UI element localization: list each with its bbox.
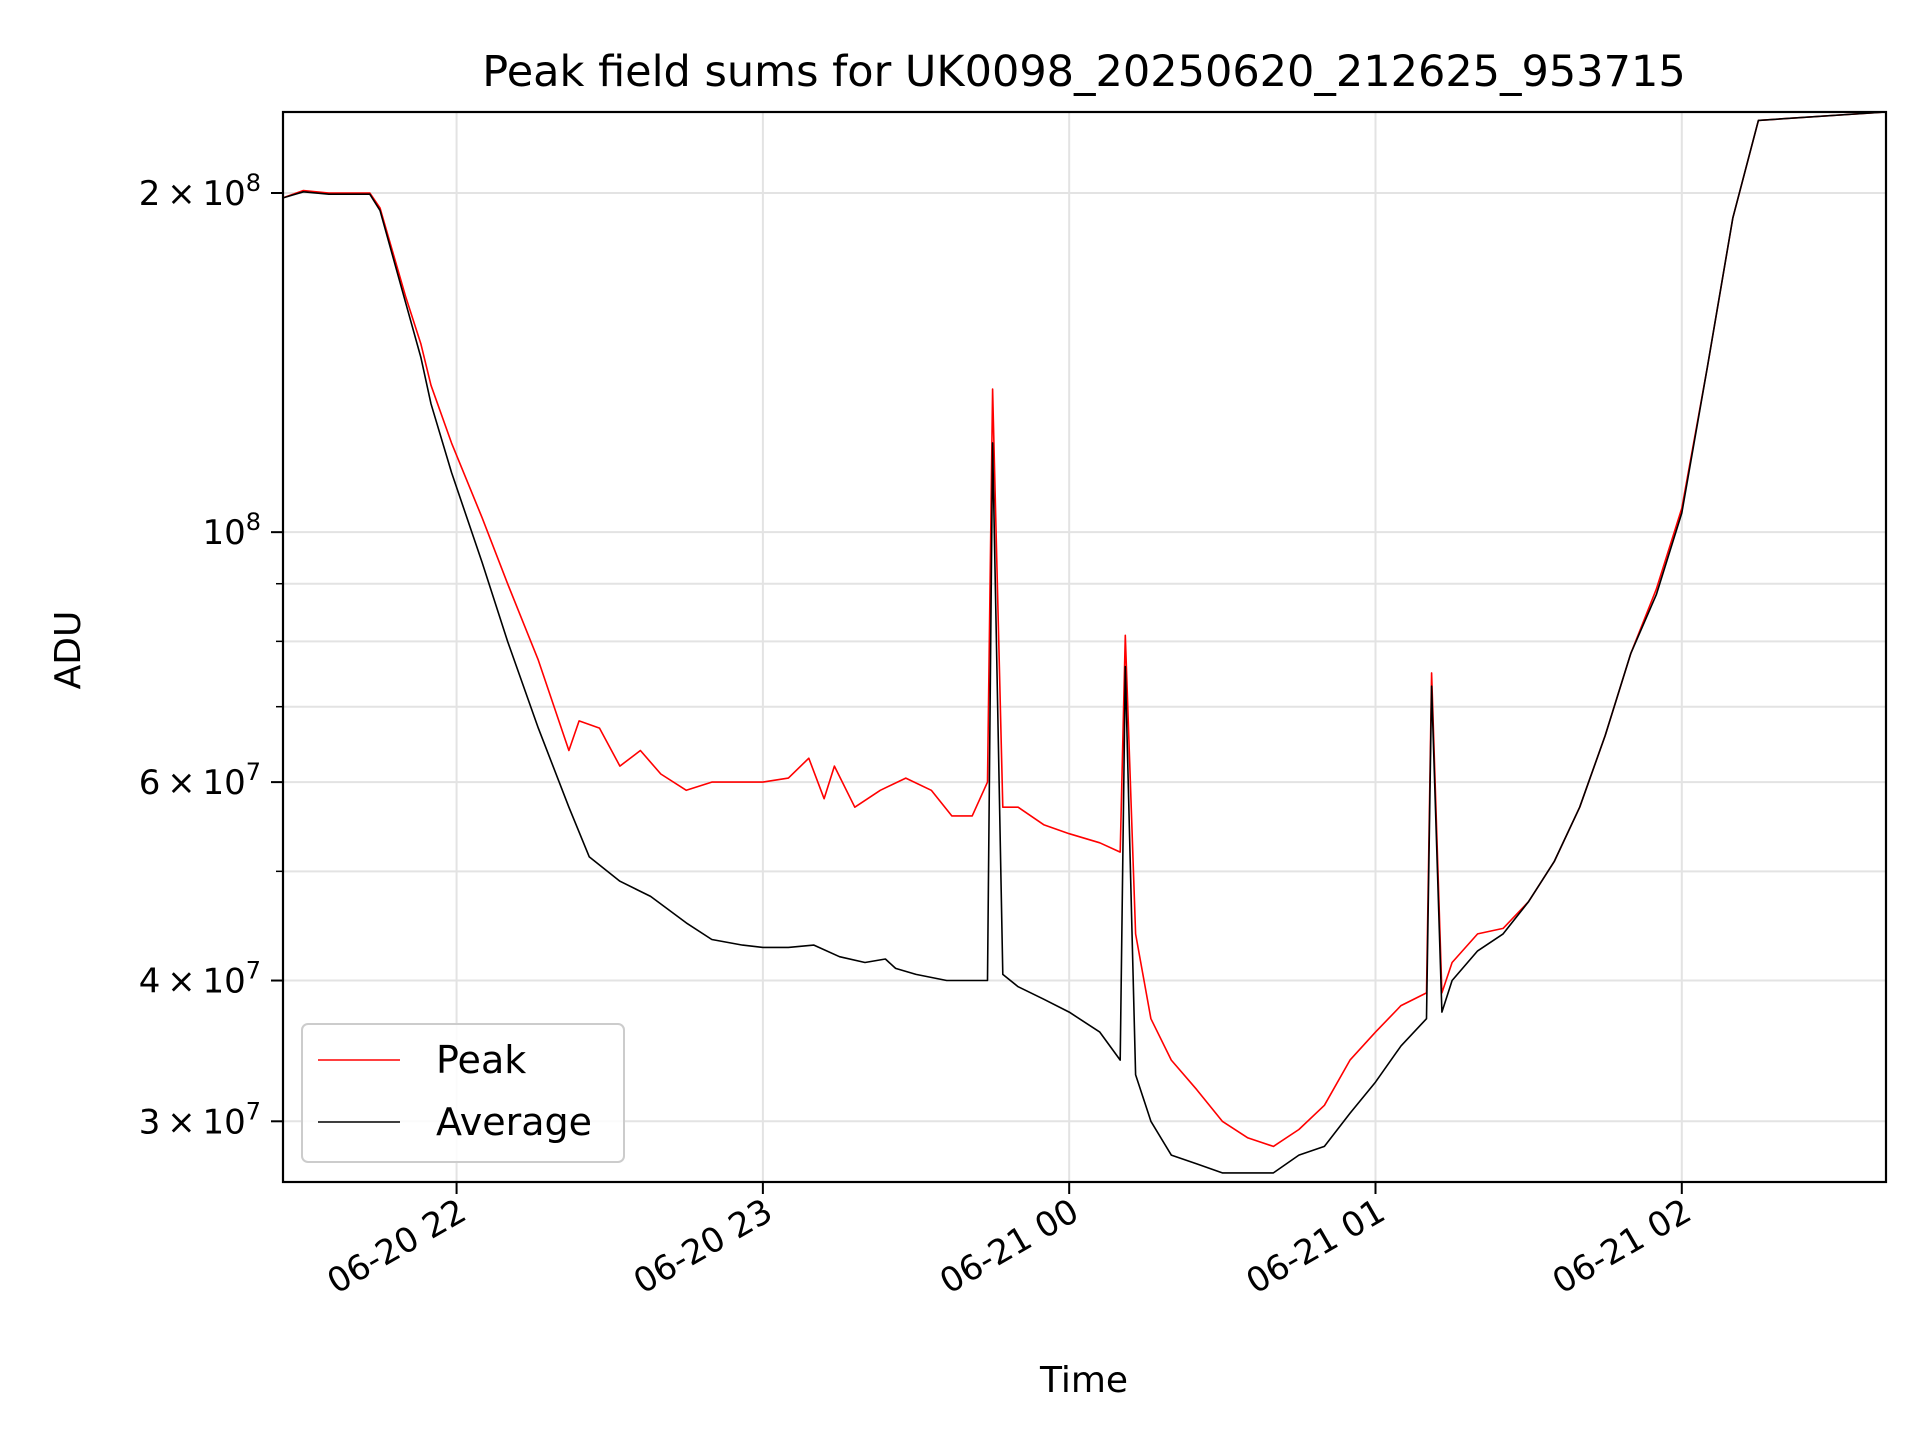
y-tick-label: 6 × 107 [139,758,261,803]
y-axis: 3 × 107 4 × 107 6 × 107 108 2 × 108 [139,169,283,1142]
plot-area [283,112,1886,1174]
y-tick-label: 2 × 108 [139,169,261,214]
series-line-average [283,112,1886,1174]
legend: Peak Average [301,1023,625,1163]
series-line-peak [283,112,1886,1148]
y-axis-label: ADU [48,611,89,690]
plot-frame [281,110,1888,1184]
y-tick-label: 108 [202,508,261,553]
chart-title: Peak field sums for UK0098_20250620_2126… [482,47,1685,97]
legend-box [301,1023,625,1163]
grid-layer [283,112,1886,1182]
legend-label-peak: Peak [436,1038,526,1082]
y-tick-label: 3 × 107 [139,1097,261,1142]
y-tick-label: 4 × 107 [139,957,261,1002]
legend-label-average: Average [436,1100,592,1144]
x-axis-label: Time [1039,1360,1128,1401]
